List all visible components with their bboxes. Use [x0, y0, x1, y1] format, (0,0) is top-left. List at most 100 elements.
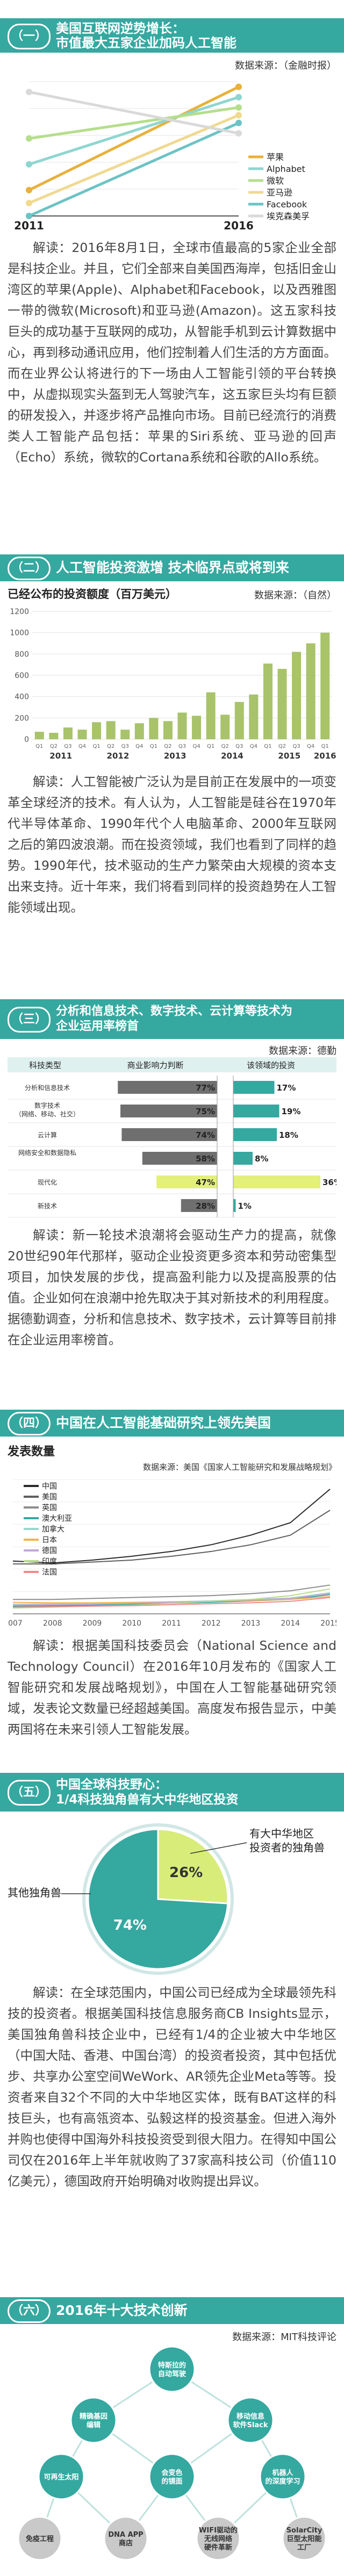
section-5-header: （五） 中国全球科技野心： 1/4科技独角兽有大中华地区投资	[0, 1773, 344, 1812]
tech-label-7: DNA APP 商店	[108, 2531, 143, 2548]
investment-value-0: 17%	[277, 1083, 296, 1093]
section-6-title: 2016年十大技术创新	[56, 2303, 188, 2318]
x-tick-label: 2008	[43, 1619, 62, 1628]
year-label: 2012	[107, 751, 130, 761]
factory-icon	[282, 2516, 327, 2561]
y-tick-label: 600	[15, 672, 29, 680]
bar-12	[206, 692, 216, 739]
y-tick-label: 0	[24, 735, 29, 744]
series-line-5	[28, 90, 239, 135]
legend-label-3: 亚马逊	[267, 187, 292, 198]
bar-5	[106, 721, 116, 739]
quarter-label: Q3	[64, 744, 71, 749]
section-5-title: 中国全球科技野心： 1/4科技独角兽有大中华地区投资	[56, 1778, 239, 1807]
row-category-label: 云计算	[38, 1131, 57, 1139]
tech-label-8: WIFI驱动的无线网络硬件革新	[199, 2526, 238, 2552]
series-point-4-1	[235, 119, 242, 126]
section-1-source: 数据来源：（金融时报）	[235, 60, 336, 71]
series-point-3-0	[26, 199, 32, 206]
section-1-title: 美国互联网逆势增长： 市值最大五家企业加码人工智能	[56, 21, 236, 50]
section-4-number: （四）	[8, 1412, 51, 1435]
section-6-number: （六）	[8, 2299, 51, 2323]
section-5-number: （五）	[8, 1780, 51, 1806]
investment-bar-2	[233, 1128, 277, 1141]
x-tick-label: 2014	[281, 1619, 300, 1628]
bar-16	[263, 663, 273, 739]
y-tick-label: 1200	[10, 608, 29, 616]
series-line-2	[13, 1584, 331, 1600]
section-2-number: （二）	[8, 557, 51, 580]
series-point-5-1	[235, 130, 242, 137]
row-category-label: 网络安全和数据隐私	[18, 1149, 76, 1157]
tech-label-2: 移动信息软件Slack	[233, 2412, 268, 2429]
pie-ring	[82, 1823, 234, 1975]
legend-label-1: Alphabet	[267, 164, 305, 174]
quarter-label: Q4	[135, 744, 143, 749]
year-label: 2016	[314, 751, 336, 761]
row-category-label: 新技术	[38, 1202, 57, 1210]
bar-17	[277, 669, 287, 739]
section-3-number: （三）	[8, 1007, 51, 1033]
impact-value-1: 75%	[196, 1107, 215, 1116]
bar-10	[177, 712, 187, 739]
quarter-label: Q3	[235, 744, 243, 749]
pie-leader-0	[190, 1842, 247, 1854]
legend-label-4: 加拿大	[42, 1525, 64, 1534]
series-point-0-1	[235, 83, 242, 90]
quarter-label: Q3	[292, 744, 300, 749]
section-2-title: 人工智能投资激增 技术临界点或将到来	[56, 560, 289, 575]
section-4-source: 数据来源：美国《国家人工智能研究和发展战略规划》	[142, 1462, 336, 1472]
section-4-subtitle: 发表数量	[8, 1445, 55, 1459]
x-tick-label: 2010	[122, 1619, 141, 1628]
investment-value-4: 36%	[322, 1178, 336, 1187]
tech-label-6: 免疫工程	[26, 2535, 54, 2543]
series-point-0-0	[26, 186, 32, 193]
y-tick-label: 200	[15, 714, 29, 723]
robot-icon	[259, 2453, 306, 2500]
year-label: 2013	[164, 751, 187, 761]
x-tick-label: 2011	[162, 1619, 181, 1628]
y-tick-label: 400	[15, 693, 29, 702]
legend-label-5: 埃克森美孚	[267, 211, 310, 221]
quarter-label: Q2	[278, 744, 286, 749]
bar-14	[234, 702, 244, 739]
tech-label-5: 机器人的深度学习	[265, 2469, 300, 2486]
bar-20	[320, 632, 330, 739]
series-line-1	[13, 1510, 331, 1565]
legend-label-0: 中国	[42, 1482, 57, 1491]
section-3-paragraph: 解读：新一轮技术浪潮将会驱动生产力的提高，就像20世纪90年代那样，驱动企业投资…	[8, 1228, 336, 1347]
quarter-label: Q1	[150, 744, 157, 749]
year-label: 2014	[221, 751, 243, 761]
tech-label-9: SolarCity 巨型太阳能工厂	[286, 2527, 322, 2552]
legend-label-2: 英国	[42, 1503, 57, 1512]
series-point-5-0	[26, 89, 32, 96]
table-header: 科技类型	[29, 1060, 61, 1070]
pie-slice-0	[157, 1828, 229, 1904]
chart-ai-investment: 0 200 400 600 800 1000 1200 Q1 Q2 Q3 Q4 Q1 Q2 Q3 Q4 Q1 Q…	[10, 608, 336, 761]
quarter-label: Q4	[250, 744, 257, 749]
series-line-6	[12, 1593, 331, 1606]
y-tick-label: 1000	[10, 629, 29, 638]
legend-label-0: 苹果	[267, 152, 284, 162]
series-point-2-1	[235, 104, 242, 111]
series-line-0	[28, 85, 240, 192]
investment-value-3: 8%	[255, 1154, 268, 1164]
dna-store-icon	[103, 2516, 148, 2561]
investment-bar-5	[233, 1199, 236, 1212]
row-category-label: 分析和信息技术	[25, 1084, 70, 1092]
investment-bar-3	[233, 1152, 253, 1165]
series-line-1	[28, 96, 239, 166]
car-icon	[148, 2346, 196, 2393]
section-2-header: （二） 人工智能投资激增 技术临界点或将到来	[0, 554, 344, 581]
bar-7	[134, 723, 144, 739]
section-4-paragraph: 解读：根据美国科技委员会（National Science and Techno…	[8, 1638, 336, 1737]
x-tick-label: 2009	[83, 1619, 102, 1628]
x-tick-label: 2016	[224, 219, 254, 232]
bar-4	[92, 722, 102, 739]
section-2-paragraph: 解读：人工智能被广泛认为是目前正在发展中的一项变革全球经济的技术。有人认为，人工…	[8, 774, 336, 915]
quarter-label: Q4	[78, 744, 86, 749]
section-3-title: 分析和信息技术、数字技术、云计算等技术为 企业运用率榜首	[56, 1005, 293, 1033]
